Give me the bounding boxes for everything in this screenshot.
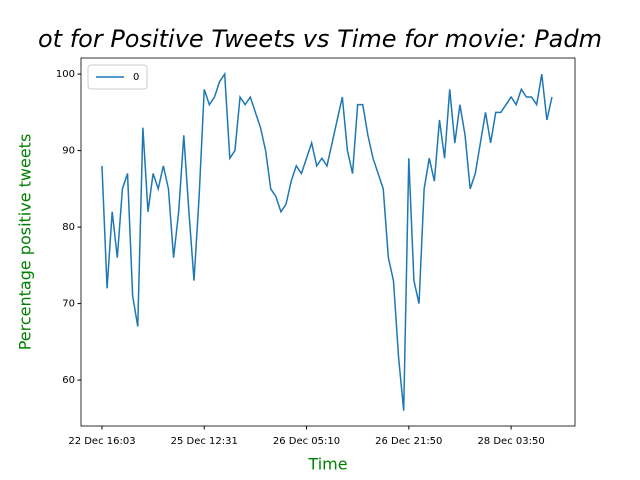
x-tick-label: 25 Dec 12:31 bbox=[171, 436, 238, 447]
x-tick-label: 26 Dec 21:50 bbox=[375, 436, 442, 447]
y-tick-label: 60 bbox=[62, 375, 75, 386]
line bbox=[101, 71, 553, 411]
x-tick-label: 22 Dec 16:03 bbox=[68, 436, 135, 447]
plot-frame bbox=[80, 57, 576, 427]
chart-title: ot for Positive Tweets vs Time for movie… bbox=[38, 25, 602, 53]
x-tick-label: 26 Dec 05:10 bbox=[273, 436, 340, 447]
y-tick-label: 80 bbox=[62, 222, 75, 233]
y-tick-label: 90 bbox=[62, 146, 75, 157]
y-tick-label: 100 bbox=[56, 69, 75, 80]
x-axis-label: Time bbox=[307, 455, 347, 474]
y-axis-label: Percentage positive tweets bbox=[16, 134, 35, 351]
x-tick-label: 28 Dec 03:50 bbox=[477, 436, 544, 447]
legend-label: 0 bbox=[133, 72, 139, 83]
y-tick-label: 70 bbox=[62, 299, 75, 310]
